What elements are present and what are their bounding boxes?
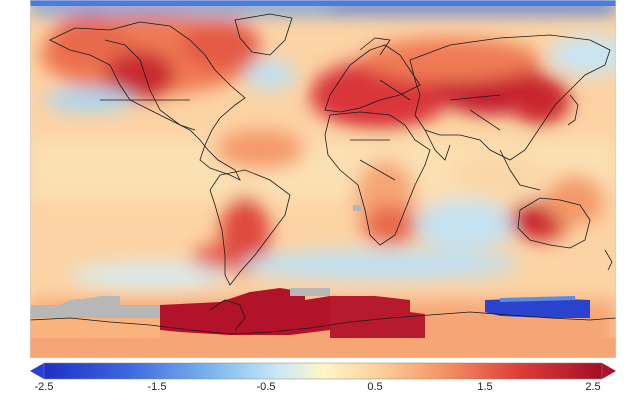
- temperature-anomaly-map: [30, 0, 616, 358]
- colorbar-tick: -2.5: [34, 381, 54, 393]
- colorbar-tick: 2.5: [585, 381, 601, 393]
- colorbar-max-arrow: [602, 363, 616, 379]
- colorbar-gradient: [44, 363, 602, 379]
- missing-data-region: [30, 296, 160, 322]
- arctic-band: [30, 0, 616, 6]
- colorbar-tick: -1.5: [147, 381, 167, 393]
- missing-data-region: [290, 288, 330, 296]
- coastlines: [30, 13, 616, 335]
- colorbar-tick: 0.5: [367, 381, 383, 393]
- colorbar-tick: 1.5: [477, 381, 493, 393]
- colorbar-tick: -0.5: [256, 381, 276, 393]
- missing-data-region: [353, 205, 361, 211]
- map-canvas: [30, 0, 616, 358]
- colorbar: [30, 362, 616, 380]
- antarctic-anomaly-blocks: [30, 205, 616, 358]
- colorbar-min-arrow: [30, 363, 44, 379]
